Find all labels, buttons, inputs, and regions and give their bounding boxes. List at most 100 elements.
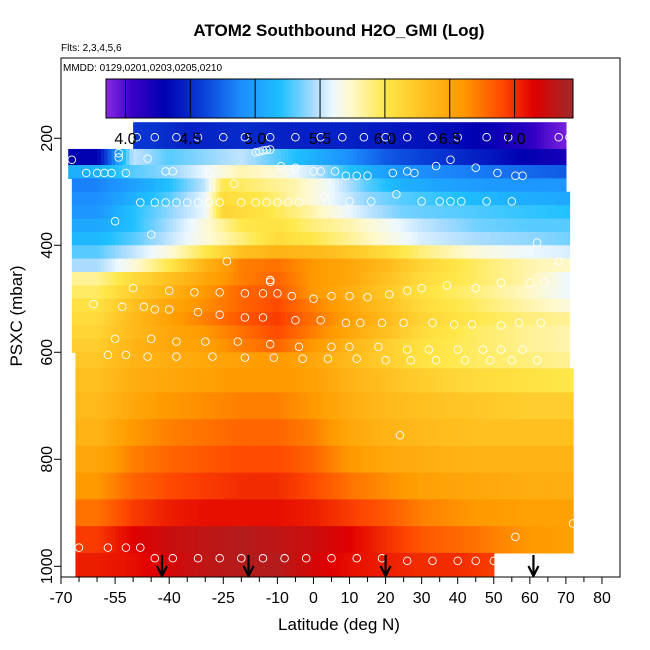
heatmap-cell: [252, 178, 257, 193]
heatmap-cell: [396, 338, 401, 353]
heatmap-cell: [356, 245, 361, 260]
heatmap-cell: [432, 165, 437, 179]
heatmap-cell: [367, 191, 372, 206]
heatmap-cell: [187, 445, 192, 474]
heatmap-cell: [385, 392, 390, 420]
heatmap-cell: [259, 338, 264, 353]
heatmap-cell: [115, 392, 120, 420]
heatmap-cell: [493, 352, 498, 369]
heatmap-cell: [400, 552, 405, 577]
heatmap-cell: [93, 552, 98, 577]
heatmap-cell: [143, 419, 149, 447]
x-tick-label: -10: [266, 590, 289, 607]
heatmap-cell: [551, 148, 556, 166]
heatmap-cell: [154, 122, 159, 150]
heatmap-cell: [439, 272, 444, 286]
sample-point: [330, 167, 340, 176]
heatmap-cell: [555, 178, 560, 193]
heatmap-cell: [472, 165, 477, 179]
heatmap-cell: [551, 419, 556, 447]
heatmap-cell: [176, 312, 181, 327]
heatmap-cell: [273, 419, 278, 447]
heatmap-cell: [511, 298, 517, 313]
heatmap-cell: [486, 191, 491, 206]
heatmap-cell: [140, 368, 145, 394]
heatmap-cell: [508, 352, 513, 369]
heatmap-cell: [569, 392, 574, 420]
heatmap-cell: [565, 272, 571, 286]
heatmap-cell: [356, 298, 361, 313]
heatmap-cell: [400, 122, 405, 150]
heatmap-cell: [259, 285, 264, 300]
heatmap-cell: [522, 526, 527, 554]
heatmap-cell: [342, 472, 347, 501]
heatmap-cell: [205, 285, 210, 300]
heatmap-cell: [115, 285, 120, 300]
heatmap-cell: [151, 552, 156, 577]
heatmap-cell: [299, 191, 304, 206]
heatmap-cell: [244, 258, 250, 273]
heatmap-cell: [392, 298, 397, 313]
heatmap-cell: [82, 258, 87, 273]
heatmap-cell: [208, 499, 214, 527]
sample-point: [132, 132, 141, 142]
heatmap-cell: [482, 472, 488, 501]
heatmap-cell: [371, 472, 376, 501]
heatmap-cell: [111, 245, 116, 260]
heatmap-cell: [176, 245, 181, 260]
heatmap-cell: [562, 205, 567, 220]
heatmap-cell: [71, 231, 77, 246]
heatmap-cell: [183, 526, 188, 554]
heatmap-cell: [259, 392, 264, 420]
heatmap-cell: [526, 352, 531, 369]
heatmap-cell: [338, 526, 343, 554]
heatmap-cell: [421, 552, 426, 577]
heatmap-cell: [306, 258, 311, 273]
heatmap-cell: [443, 285, 448, 300]
heatmap-cell: [425, 499, 430, 527]
heatmap-cell: [151, 231, 156, 246]
heatmap-cell: [360, 285, 365, 300]
heatmap-cell: [320, 218, 325, 233]
heatmap-cell: [309, 325, 315, 340]
heatmap-cell: [262, 552, 268, 577]
heatmap-cell: [306, 552, 311, 577]
heatmap-cell: [187, 352, 192, 369]
heatmap-cell: [143, 445, 149, 474]
heatmap-cell: [537, 258, 542, 273]
heatmap-cell: [450, 191, 455, 206]
heatmap-cell: [396, 258, 401, 273]
heatmap-cell: [555, 325, 560, 340]
heatmap-cell: [526, 122, 531, 150]
heatmap-cell: [317, 272, 322, 286]
heatmap-cell: [295, 218, 300, 233]
heatmap-cell: [457, 231, 462, 246]
heatmap-cell: [551, 165, 556, 179]
heatmap-cell: [522, 258, 527, 273]
heatmap-cell: [472, 245, 477, 260]
heatmap-cell: [248, 499, 253, 527]
heatmap-cell: [158, 325, 163, 340]
heatmap-cell: [504, 472, 509, 501]
heatmap-cell: [295, 445, 300, 474]
heatmap-cell: [241, 205, 246, 220]
heatmap-cell: [537, 218, 542, 233]
heatmap-cell: [454, 325, 459, 340]
heatmap-cell: [500, 338, 506, 353]
heatmap-cell: [237, 445, 242, 474]
heatmap-cell: [129, 272, 134, 286]
heatmap-cell: [266, 368, 271, 394]
heatmap-cell: [327, 552, 333, 577]
heatmap-cell: [248, 352, 253, 369]
heatmap-cell: [562, 258, 567, 273]
heatmap-cell: [133, 368, 138, 394]
heatmap-cell: [230, 499, 235, 527]
heatmap-cell: [320, 245, 325, 260]
heatmap-cell: [490, 472, 495, 501]
heatmap-cell: [439, 148, 444, 166]
heatmap-cell: [500, 352, 506, 369]
heatmap-cell: [201, 419, 206, 447]
heatmap-cell: [104, 178, 109, 193]
heatmap-cell: [504, 245, 509, 260]
heatmap-cell: [479, 325, 484, 340]
